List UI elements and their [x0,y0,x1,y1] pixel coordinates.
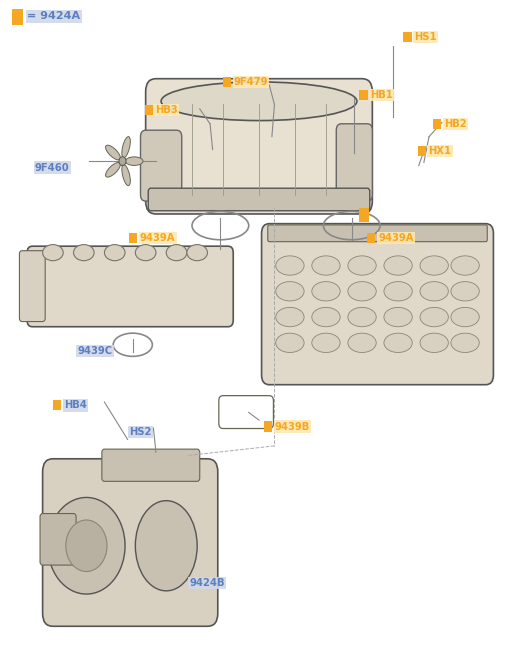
Circle shape [119,157,126,166]
Bar [53,400,61,410]
Text: 9F479: 9F479 [234,77,268,87]
Ellipse shape [451,333,479,353]
Ellipse shape [276,256,304,275]
Circle shape [66,520,107,571]
FancyBboxPatch shape [42,459,218,626]
Ellipse shape [420,281,449,301]
Ellipse shape [451,307,479,327]
Ellipse shape [42,245,63,261]
Text: HB4: HB4 [64,400,87,410]
Ellipse shape [348,333,376,353]
Bar [129,233,137,243]
FancyBboxPatch shape [40,514,76,565]
Bar [12,9,23,25]
Circle shape [48,498,125,594]
FancyBboxPatch shape [27,247,233,327]
Text: HB1: HB1 [370,90,393,100]
Ellipse shape [420,256,449,275]
Ellipse shape [276,281,304,301]
Ellipse shape [276,333,304,353]
Ellipse shape [312,256,340,275]
Text: HB3: HB3 [155,105,178,115]
Bar [359,208,369,222]
Ellipse shape [312,333,340,353]
Text: 9439A: 9439A [378,233,413,243]
Ellipse shape [122,137,131,158]
FancyBboxPatch shape [140,130,182,201]
Ellipse shape [420,307,449,327]
FancyBboxPatch shape [336,124,372,201]
Ellipse shape [384,333,412,353]
FancyBboxPatch shape [268,225,487,242]
Ellipse shape [106,145,120,160]
Text: HB2: HB2 [444,119,467,129]
Ellipse shape [161,82,357,120]
Text: 9424B: 9424B [190,578,225,588]
Text: HS1: HS1 [414,32,437,42]
Ellipse shape [135,245,156,261]
Ellipse shape [384,307,412,327]
FancyBboxPatch shape [262,224,494,385]
Text: 9439B: 9439B [275,422,310,432]
FancyBboxPatch shape [19,250,45,322]
FancyBboxPatch shape [146,79,372,214]
Bar [264,421,272,432]
Ellipse shape [451,281,479,301]
Ellipse shape [106,162,120,177]
Ellipse shape [276,307,304,327]
Ellipse shape [74,245,94,261]
Ellipse shape [122,164,131,186]
FancyBboxPatch shape [148,188,370,211]
Text: = 9424A: = 9424A [27,11,80,21]
Text: 9439C: 9439C [78,346,113,356]
Bar [359,90,368,100]
Text: HS2: HS2 [129,427,152,437]
Text: 9F460: 9F460 [35,162,69,173]
Ellipse shape [166,245,187,261]
Text: HX1: HX1 [428,146,452,156]
Bar [403,32,411,42]
Ellipse shape [348,307,376,327]
Ellipse shape [187,245,208,261]
Ellipse shape [105,245,125,261]
Ellipse shape [384,281,412,301]
Ellipse shape [384,256,412,275]
Bar [223,77,231,87]
Ellipse shape [420,333,449,353]
Ellipse shape [312,307,340,327]
Text: 9439A: 9439A [140,233,176,243]
Bar [145,105,153,115]
FancyBboxPatch shape [102,449,200,481]
Ellipse shape [125,157,143,166]
Bar [418,146,426,156]
Ellipse shape [348,256,376,275]
Bar [433,118,441,129]
Ellipse shape [135,501,197,591]
Ellipse shape [451,256,479,275]
Bar [367,233,376,243]
Ellipse shape [348,281,376,301]
Ellipse shape [312,281,340,301]
